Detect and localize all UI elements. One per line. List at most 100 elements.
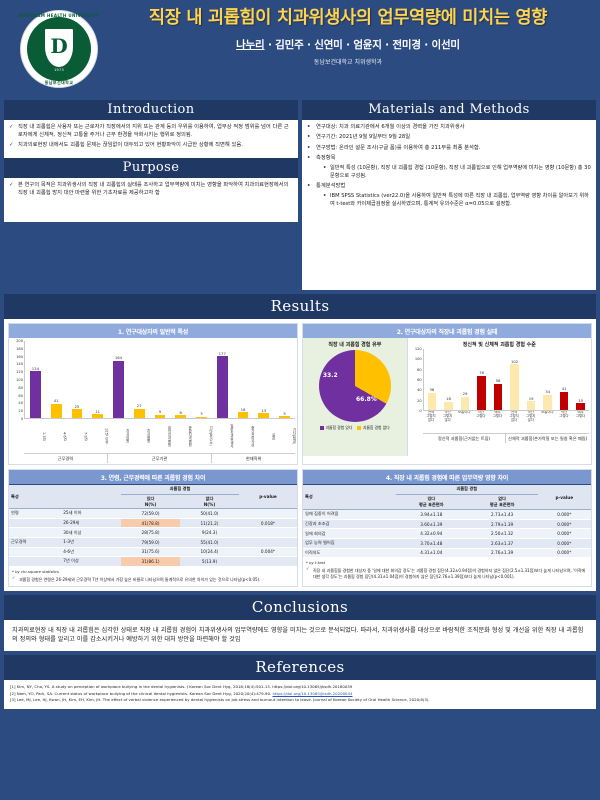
methods-panel: • 연구대상: 치과 의료기관에서 6개월 이상의 경력을 가진 치과위생사 • 연… (302, 120, 596, 290)
bar (510, 364, 519, 410)
y-tick-label: 120 (414, 347, 422, 351)
logo-arc-bottom-text: 동남보건대학교 (44, 80, 74, 85)
bar-slot: 8 (170, 341, 191, 418)
x-tick-label: 10년 이상 (104, 428, 109, 444)
bullet-text: 직장 내 괴롭힘은 사용자 또는 근로자가 직장에서의 지위 또는 관계 등의 … (18, 124, 289, 138)
y-tick-label: 0 (20, 417, 23, 421)
table-row: 일에 집중이 어려움 3.94±1.18 2.73±1.43 0.000* (303, 509, 591, 520)
x-tick-label: 약간 그렇다 (559, 410, 569, 418)
th-yes: 있다 N(%) (121, 493, 180, 510)
bullet-text: 치과의료현장 내에서도 괴롭힘 문제는 끊임없이 대두되고 있어 현황파악이 시… (18, 142, 243, 149)
cell-pvalue (238, 527, 297, 538)
logo-shield-icon: D (43, 27, 75, 69)
cell-no: 2.63±1.37 (466, 538, 538, 549)
finding-text: 직장 내 괴롭힘을 경험한 대상자 중 '일에 대한 회의감 정도'는 괴롭힘 … (313, 568, 586, 579)
y-tick-label: 80 (18, 385, 23, 390)
list-item: ✓ 본 연구의 목적은 치과위생사의 직장 내 괴롭힘의 실태를 조사하고 업무역… (9, 182, 293, 198)
x-tick-label: 전혀 그렇지 않다 (509, 410, 519, 422)
x-group-label: 정신적 괴롭힘(근거없는 트집) (423, 434, 507, 443)
list-item: • 일반적 특성 (10문항), 직장 내 괴롭힘 경험 (10문항), 직장 내… (323, 165, 591, 181)
author-list: 나누리 · 김민주 · 신연미 · 엄윤지 · 전미경 · 이선미 (110, 37, 586, 52)
reference-text: [1] Kim, NY, Cho, YS. A study on percept… (10, 684, 353, 690)
bullet-text: 본 연구의 목적은 치과위생사의 직장 내 괴롭힘의 실태를 조사하고 업무역량… (18, 181, 289, 196)
bar (216, 356, 228, 418)
table-row: 일에 회의감 4.32±0.94 2.50±1.32 0.000* (303, 528, 591, 539)
table-header-row-2: 있다 N(%) 없다 N(%) (9, 493, 297, 510)
x-tick-label: 7-9년 (83, 431, 88, 441)
bar-value-label: 25 (74, 403, 80, 409)
x-group-label: 근무경력 (24, 454, 108, 463)
x-group-label: 현재직위 (245, 455, 262, 461)
cell-group: 연령 (9, 508, 62, 519)
cell-yes: 3.60±1.39 (395, 519, 467, 530)
x-tick-label: 중간관리자급 (250, 425, 255, 447)
bar-value-label: 177 (218, 350, 226, 356)
result-card-2: 2. 연구대상자의 직장내 괴롭힘 경험 실태 직장 내 괴롭힘 경험 유무 3… (302, 323, 592, 465)
legend-swatch-icon (319, 426, 324, 430)
bar-value-label: 76 (479, 370, 484, 376)
results-section: Results 1. 연구대상자의 일반적 특성 0 20 40 60 80 100 120… (0, 294, 600, 591)
bar-value-label: 3 (200, 411, 203, 417)
bar-slot: 16 (233, 341, 254, 418)
cell-no: 2.76±1.39 (466, 548, 538, 559)
cell-no: 2.73±1.43 (466, 509, 538, 520)
x-tick-label: 약간 그렇다 (476, 410, 486, 418)
x-tick-label: 4-6년 (62, 431, 67, 441)
bar-value-label: 38 (429, 387, 435, 393)
bar (559, 391, 569, 410)
cell-no: 2.79±1.39 (466, 519, 538, 530)
pie-slice-label-yes: 66.8% (356, 396, 377, 404)
bar (133, 408, 145, 418)
y-tick-label: 100 (16, 378, 23, 382)
x-group-label: 신체적 괴롭힘(손가락질 또는 밀침 혹은 때림) (508, 435, 588, 441)
bar (196, 416, 207, 418)
bar-value-label: 164 (114, 355, 123, 361)
bar (543, 394, 552, 410)
author-first: 나누리 (236, 38, 265, 51)
bar-slot: 9 (150, 341, 171, 418)
pie-chart: 33.2 66.8% (318, 350, 391, 422)
x-tick-label: 전혀 그렇지 않다 (426, 410, 436, 422)
y-tick-label: 200 (16, 339, 23, 343)
table-body: 일에 집중이 어려움 3.94±1.18 2.73±1.43 0.000* 긴장과 초조… (303, 509, 591, 559)
table-body: 연령 25세 이하 72(59.0) 50(41.0) 26-29세 41(78.8) 11… (9, 508, 297, 567)
bar-value-label: 41 (53, 398, 59, 404)
bar-slot: 3 (191, 341, 212, 418)
cell-group (9, 556, 62, 567)
bar-slot: 41 (46, 341, 67, 418)
pie-title: 직장 내 괴롭힘 경험 유무 (328, 342, 382, 348)
y-tick-label: 20 (417, 398, 422, 403)
table-row: 4-6년 31(75.6) 10(24.4) 0.004* (9, 547, 297, 558)
x-tick-label: 약간 그렇지 않다 (526, 410, 536, 422)
reference-link[interactable]: https://doi.org/10.13065/jksdh.20200044 (272, 690, 353, 696)
bar-slot: 18 (440, 349, 457, 410)
cell-no: 11(21.2) (179, 518, 239, 529)
bullet-text: 연구대상: 치과 의료기관에서 6개월 이상의 경력을 가진 치과위생사 (316, 124, 465, 130)
cell-pvalue (238, 556, 297, 567)
bar (154, 414, 166, 418)
section-title-purpose: Purpose (4, 157, 298, 178)
th-no-label: 없다 (205, 495, 214, 501)
y-axis: 0 20 40 60 80 100 120 140 160 180 200 (11, 339, 24, 421)
th-characteristic: 특성 (9, 483, 122, 510)
x-tick-label: 매우 그렇다 (492, 410, 503, 418)
table-finding-4: ✓ 직장 내 괴롭힘을 경험한 대상자 중 '일에 대한 회의감 정도'는 괴롭힘… (303, 566, 591, 583)
table-note-4: * by t-test (306, 560, 326, 566)
bullet-icon: • (323, 165, 327, 172)
references-panel: [1] Kim, NY, Cho, YS. A study on percept… (4, 680, 596, 709)
reference-text: [2] Nam, YO, Park, SA. Current status of… (10, 690, 273, 696)
table-age-experience: 특성 괴롭힘 경험 p-value 있다 N(%) 없다 N(%) 연령 25세 이하… (9, 483, 297, 567)
bar (113, 360, 124, 418)
cell-no: 2.50±1.32 (466, 528, 538, 539)
logo-arc-top-text: DONGNAM HEALTH UNIVERSITY (18, 13, 100, 18)
x-tick-label: 치과병원 (146, 429, 151, 443)
bar-slot: 76 (473, 349, 490, 410)
section-title-results: Results (4, 294, 596, 319)
y-tick-label: 100 (414, 357, 422, 362)
table-row: 근무경력 1-3년 79(59.0) 55(41.0) (9, 537, 297, 548)
cell-yes: 31(75.6) (121, 547, 180, 558)
bar-slot: 41 (556, 349, 573, 410)
cell-pvalue: 0.004* (238, 547, 297, 558)
bar-value-label: 29 (462, 391, 468, 397)
th-yes-label: 있다 (427, 495, 436, 501)
